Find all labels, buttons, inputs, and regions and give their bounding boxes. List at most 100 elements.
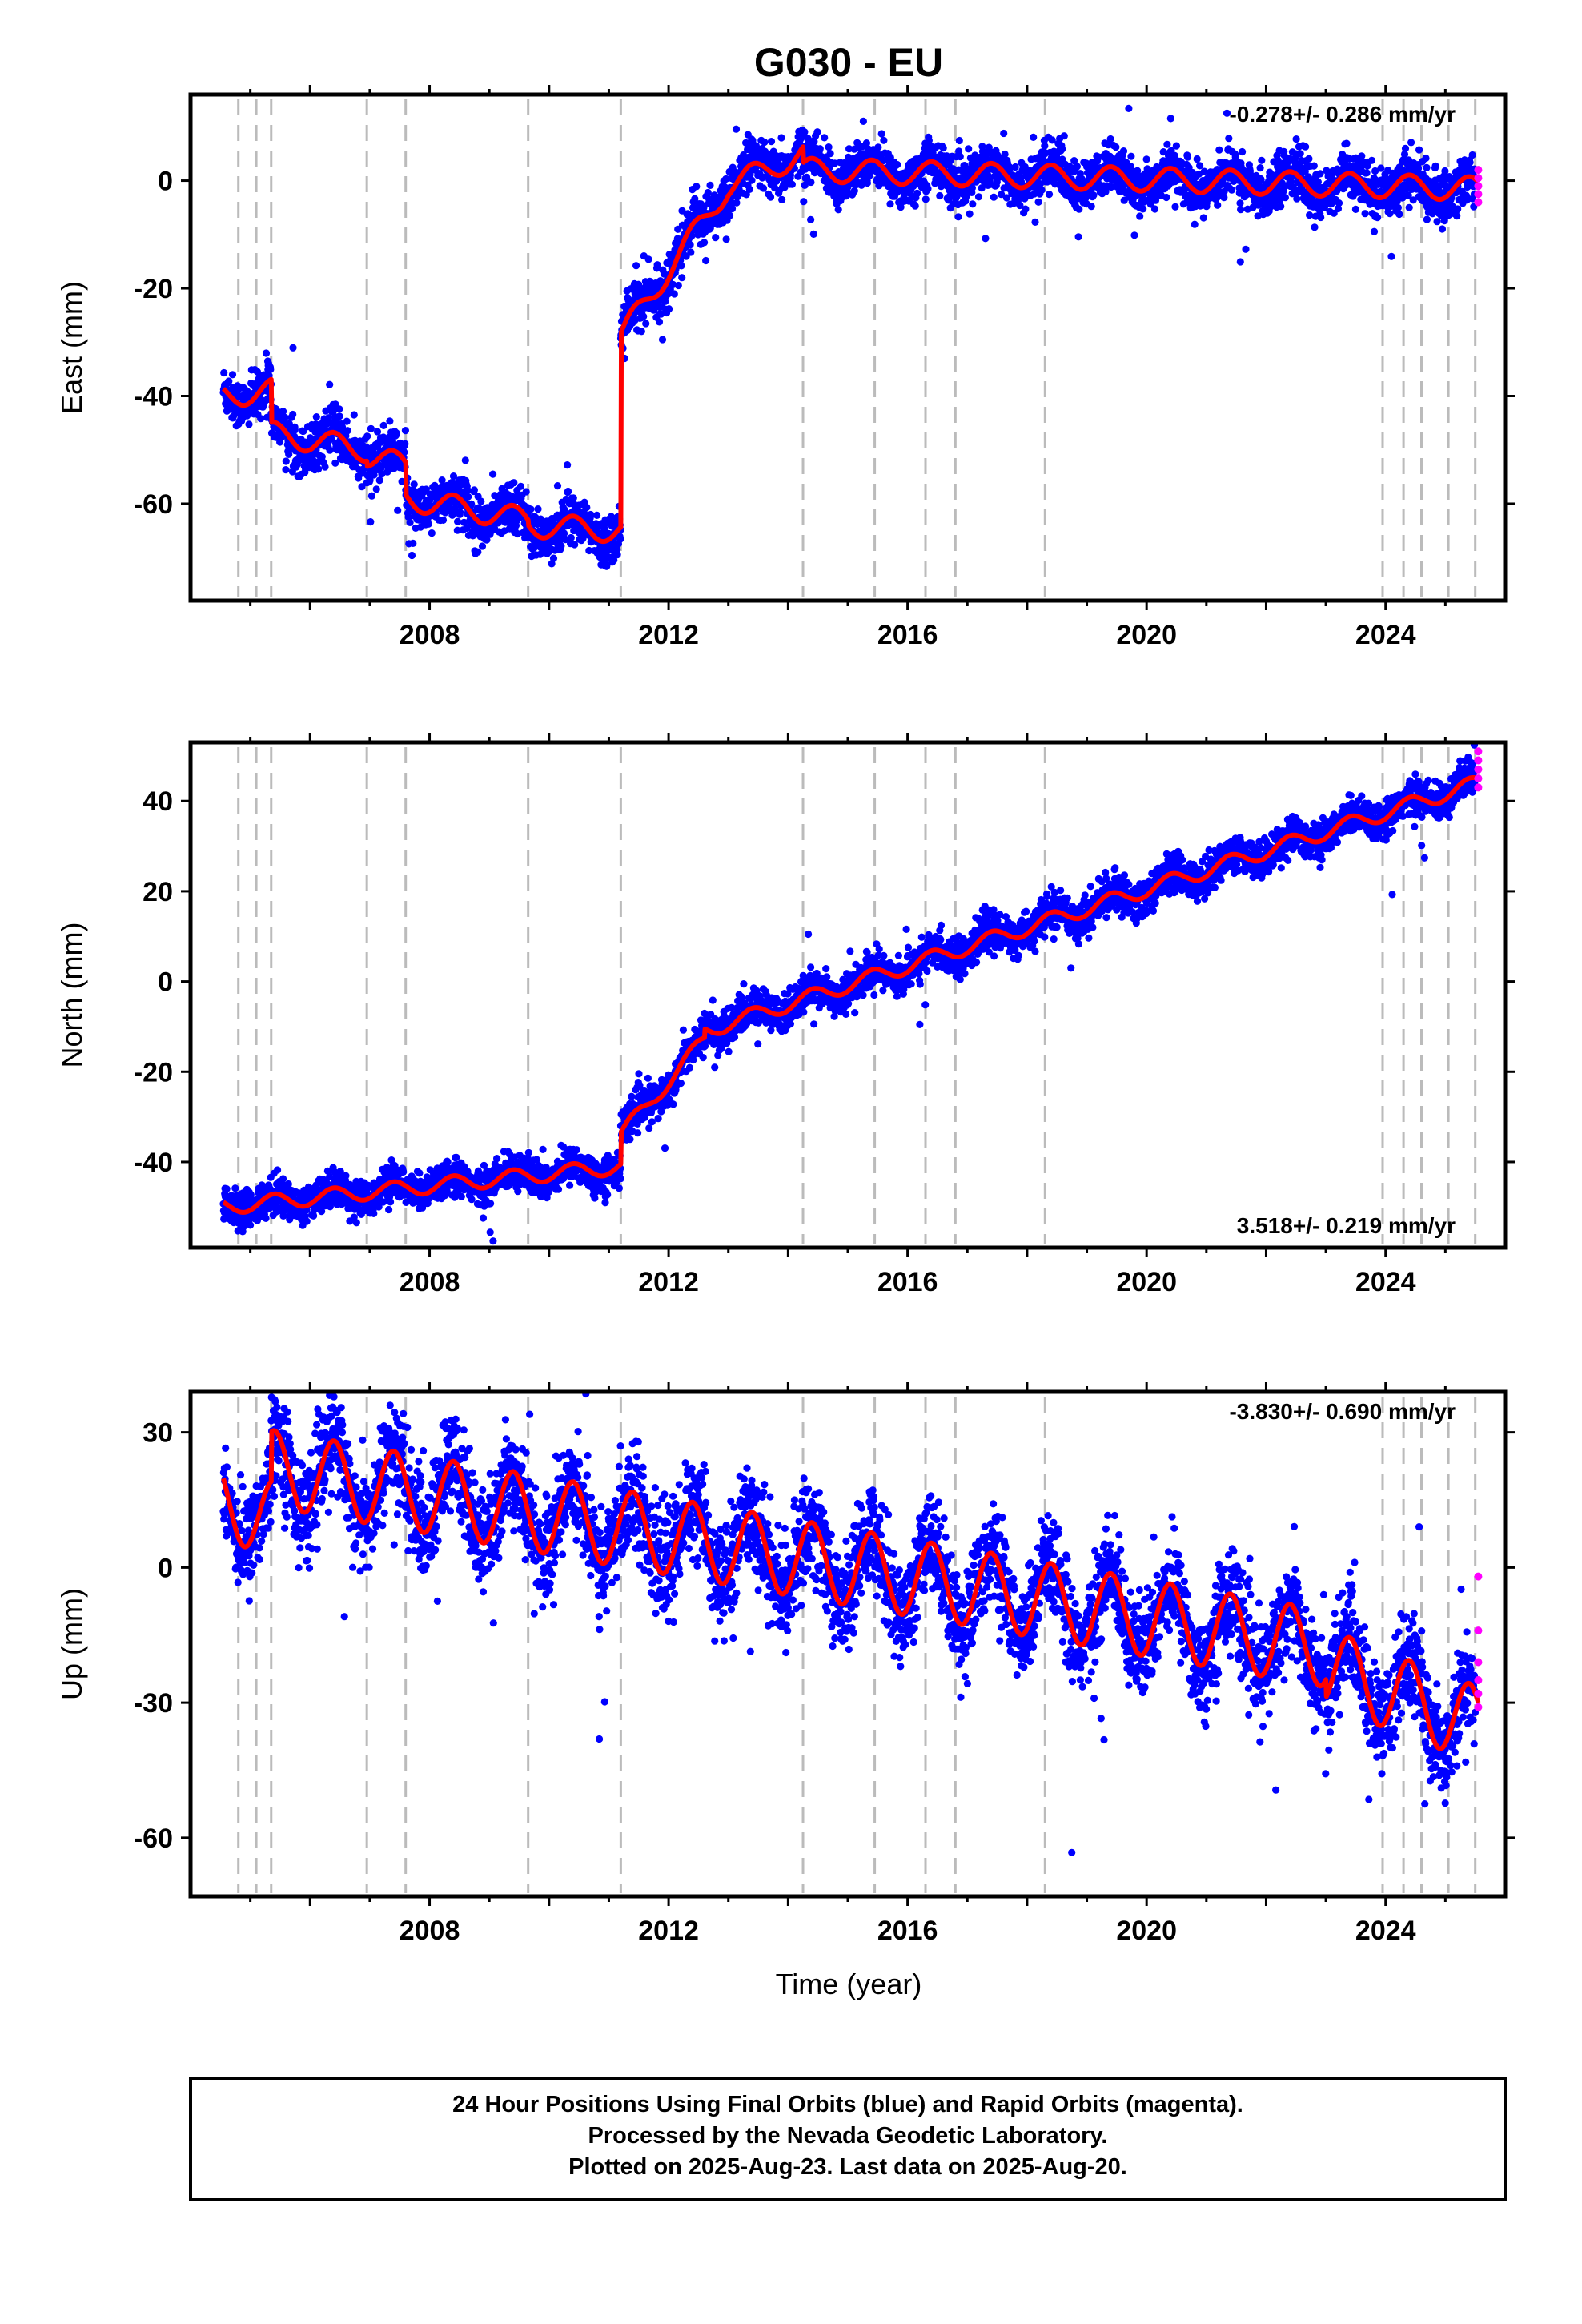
rapid-orbit-point [1474, 198, 1483, 207]
final-orbit-point [1087, 203, 1095, 211]
final-orbit-point [863, 179, 871, 187]
final-orbit-point [379, 421, 387, 430]
final-orbit-point [1011, 163, 1019, 171]
final-orbit-point [1258, 156, 1266, 164]
final-orbit-point [688, 231, 696, 239]
final-orbit-point [583, 503, 591, 512]
final-orbit-point [326, 446, 334, 454]
final-orbit-point [990, 193, 998, 201]
y-tick-label: -60 [134, 489, 173, 520]
final-orbit-point [1001, 150, 1009, 159]
final-orbit-point [978, 184, 986, 192]
final-orbit-point [1361, 210, 1369, 218]
final-orbit-point [1236, 199, 1244, 207]
final-orbit-point [807, 178, 815, 187]
rate-annotation: -0.278+/- 0.286 mm/yr [1229, 102, 1456, 127]
final-orbit-point [966, 210, 974, 218]
final-orbit-point [561, 536, 569, 544]
final-orbit-point [936, 191, 944, 200]
final-orbit-point [954, 213, 962, 221]
final-orbit-point [1239, 147, 1247, 156]
final-orbit-point [1227, 186, 1236, 194]
final-orbit-point [343, 427, 351, 435]
final-orbit-point [366, 476, 374, 485]
final-orbit-point [1060, 132, 1068, 140]
final-orbit-point [408, 551, 416, 560]
final-orbit-point [965, 145, 973, 153]
final-orbit-point [665, 305, 673, 313]
final-orbit-point [404, 513, 412, 521]
final-orbit-point [777, 134, 785, 142]
final-orbit-point [327, 435, 335, 443]
final-orbit-point [315, 465, 323, 473]
final-orbit-point [687, 248, 695, 256]
final-orbit-point [693, 183, 701, 191]
final-orbit-point [677, 262, 685, 270]
final-orbit-point [1127, 152, 1135, 160]
final-orbit-point [800, 198, 808, 206]
final-orbit-point [1454, 205, 1462, 213]
final-orbit-point [335, 405, 343, 413]
final-orbit-point [658, 336, 667, 344]
final-orbit-point [821, 134, 829, 142]
final-orbit-point [282, 466, 290, 474]
final-orbit-point [564, 487, 572, 496]
final-orbit-point [1172, 142, 1180, 150]
final-orbit-point [401, 440, 409, 448]
final-orbit-point [510, 479, 518, 487]
final-orbit-point [401, 427, 409, 435]
final-orbit-point [850, 187, 858, 195]
final-orbit-point [439, 516, 448, 525]
final-orbit-point [1166, 115, 1174, 123]
final-orbit-point [880, 136, 888, 144]
final-orbit-point [1112, 143, 1120, 151]
final-orbit-point [1191, 220, 1199, 228]
final-orbit-point [613, 551, 621, 559]
final-orbit-point [939, 144, 947, 152]
final-orbit-point [477, 497, 485, 505]
final-orbit-point [1034, 198, 1042, 206]
final-orbit-point [449, 472, 458, 480]
final-orbit-point [969, 200, 977, 208]
final-orbit-point [1041, 142, 1049, 150]
final-orbit-point [1125, 104, 1133, 112]
final-orbit-point [678, 274, 686, 282]
final-orbit-point [1306, 211, 1314, 219]
final-orbit-point [807, 215, 815, 223]
final-orbit-point [1281, 194, 1289, 202]
final-orbit-point [1277, 203, 1285, 211]
final-orbit-point [826, 150, 834, 158]
final-orbit-point [470, 486, 479, 494]
final-orbit-point [670, 290, 678, 298]
final-orbit-point [1305, 155, 1313, 163]
final-orbit-point [1119, 147, 1128, 155]
final-orbit-point [982, 235, 990, 243]
final-orbit-point [367, 492, 375, 500]
final-orbit-point [338, 423, 347, 431]
final-orbit-point [702, 256, 710, 265]
final-orbit-point [749, 136, 757, 144]
final-orbit-point [400, 448, 408, 456]
final-orbit-point [1370, 227, 1379, 235]
final-orbit-point [1106, 135, 1114, 143]
x-tick-label: 2016 [877, 620, 938, 650]
final-orbit-point [549, 554, 558, 562]
final-orbit-point [616, 535, 624, 543]
final-orbit-point [1310, 162, 1318, 170]
final-orbit-point [913, 189, 921, 197]
final-orbit-point [363, 432, 371, 440]
x-tick-label: 2008 [400, 620, 460, 650]
final-orbit-point [642, 320, 650, 328]
final-orbit-point [223, 1185, 231, 1193]
final-orbit-point [859, 117, 867, 125]
final-orbit-point [289, 410, 297, 419]
final-orbit-point [1045, 191, 1054, 199]
final-orbit-point [1139, 205, 1147, 213]
final-orbit-point [557, 542, 565, 550]
final-orbit-point [367, 518, 375, 526]
final-orbit-point [766, 193, 775, 201]
final-orbit-point [1256, 164, 1264, 172]
final-orbit-point [644, 255, 652, 263]
final-orbit-point [998, 191, 1006, 199]
